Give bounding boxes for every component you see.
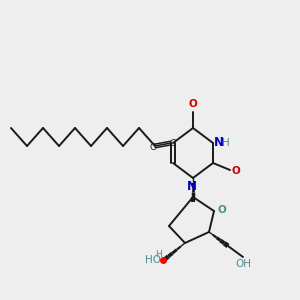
Text: O: O	[189, 99, 197, 109]
Text: O: O	[217, 205, 226, 215]
Text: H: H	[222, 138, 230, 148]
Text: C: C	[170, 140, 176, 148]
Text: N: N	[214, 136, 224, 149]
Text: O: O	[232, 166, 241, 176]
Text: N: N	[187, 180, 197, 193]
Text: H: H	[155, 250, 162, 259]
Text: HO: HO	[145, 255, 161, 265]
Text: OH: OH	[235, 259, 251, 269]
Text: C: C	[150, 142, 156, 152]
